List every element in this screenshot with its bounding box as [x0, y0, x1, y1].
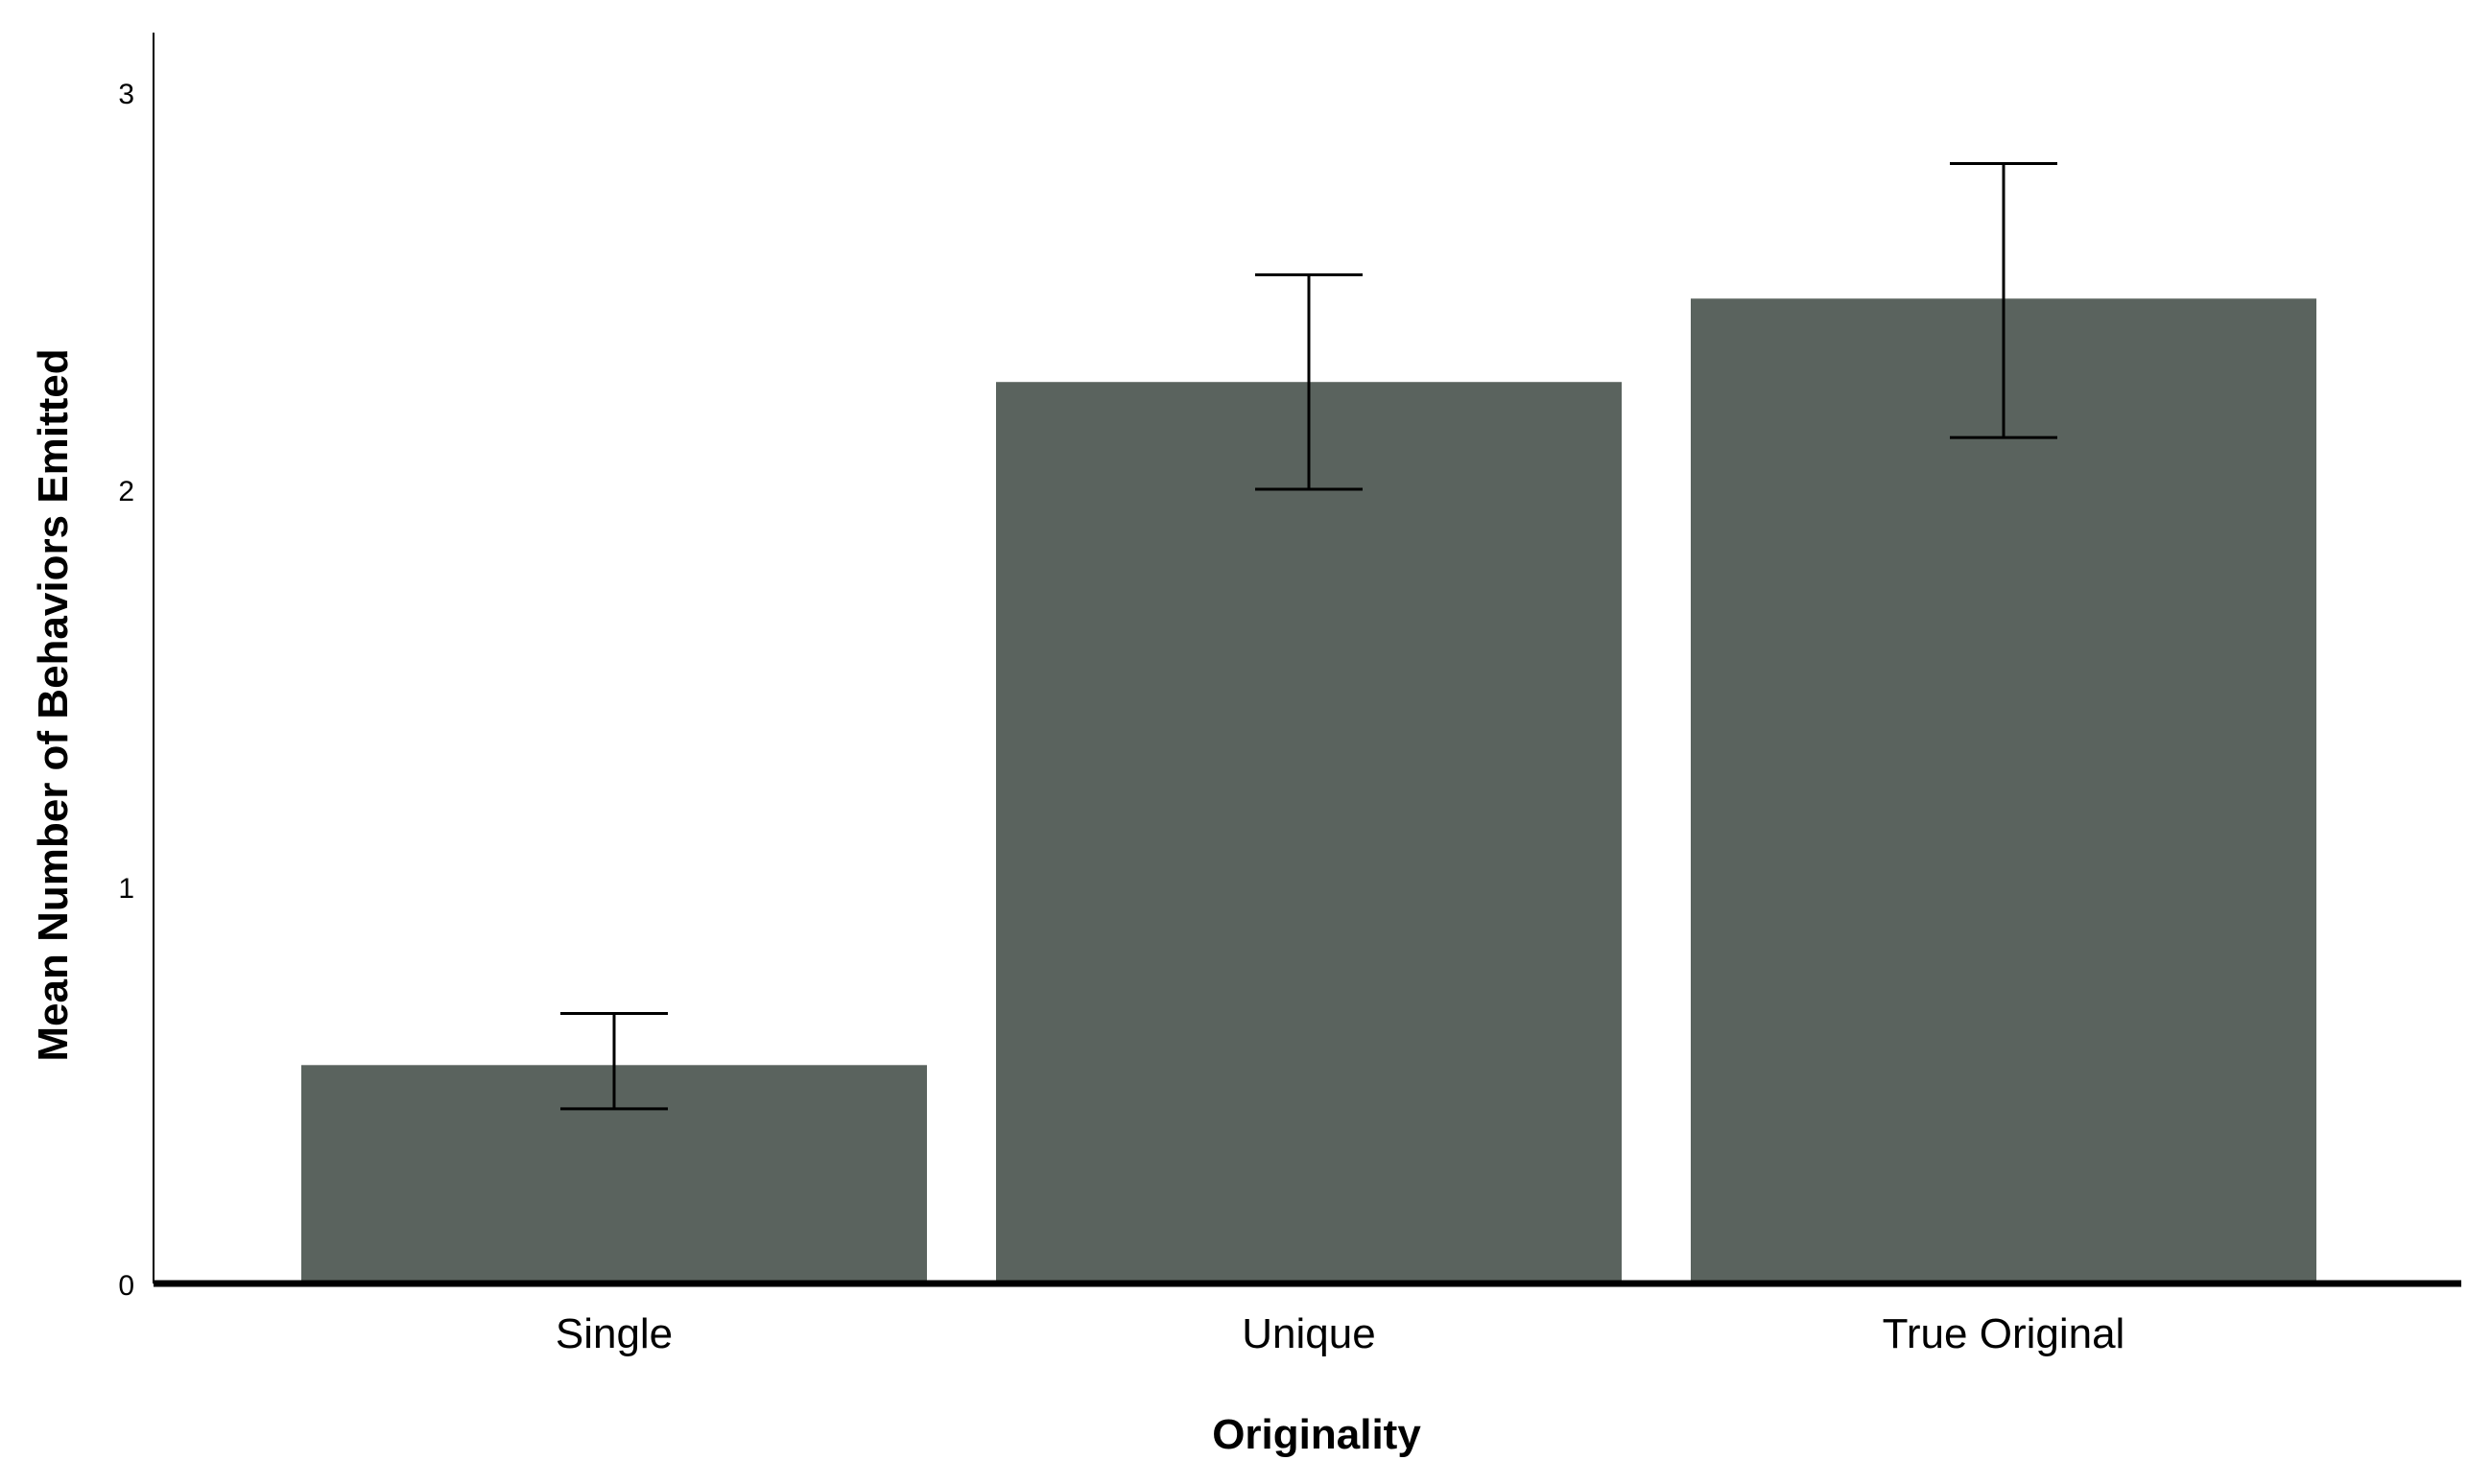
y-tick-label: 2 [118, 476, 134, 507]
y-tick-label: 1 [118, 873, 134, 905]
x-axis: Single Unique True Original [154, 1280, 2461, 1357]
bar-true-original [1691, 298, 2316, 1284]
x-tick-label: Single [556, 1310, 673, 1357]
y-axis-title: Mean Number of Behaviors Emitted [30, 348, 77, 1061]
y-tick-label: 0 [118, 1270, 134, 1302]
x-tick-label: True Original [1883, 1310, 2125, 1357]
error-bars [560, 162, 2057, 1111]
bar-unique [996, 382, 1622, 1284]
y-tick-label: 3 [118, 79, 134, 110]
x-tick-label: Unique [1242, 1310, 1375, 1357]
bars [301, 298, 2316, 1284]
y-axis: 0 1 2 3 [118, 33, 154, 1302]
x-axis-title: Originality [1212, 1411, 1421, 1458]
